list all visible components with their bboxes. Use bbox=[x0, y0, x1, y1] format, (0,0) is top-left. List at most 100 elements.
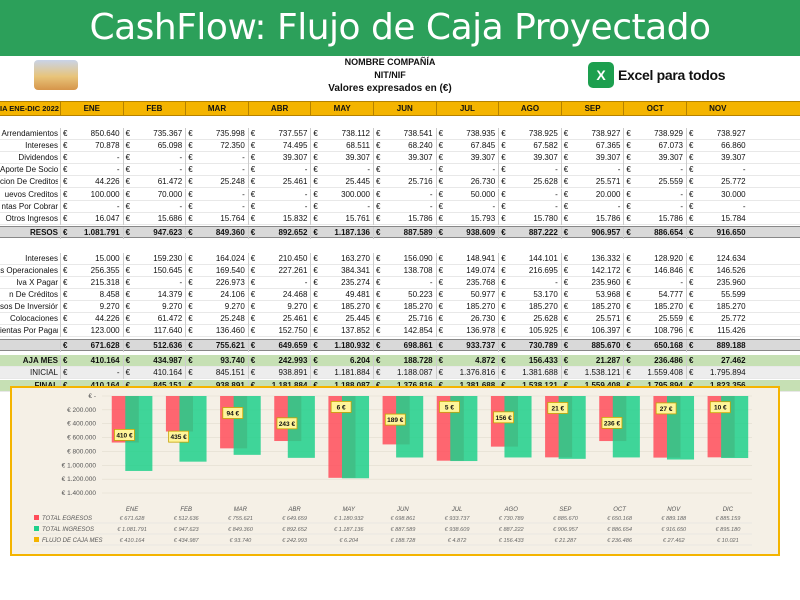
excel-brand-logo[interactable]: X Excel para todos bbox=[588, 60, 726, 90]
table-cell: € - bbox=[247, 188, 311, 201]
table-cell: €136.460 bbox=[185, 325, 248, 338]
currency-symbol: € bbox=[438, 201, 444, 211]
cell-value: 53.968 bbox=[595, 290, 621, 300]
cell-value: 105.925 bbox=[528, 326, 558, 336]
cell-value: 25.445 bbox=[345, 314, 370, 324]
cell-value: 66.860 bbox=[721, 141, 746, 151]
currency-symbol: € bbox=[188, 278, 193, 287]
currency-symbol: € bbox=[501, 213, 506, 223]
legend-value: € 1.187.136 bbox=[334, 527, 364, 533]
cell-value: - bbox=[617, 201, 621, 211]
table-cell: €39.307 bbox=[247, 152, 311, 165]
currency-symbol: € bbox=[63, 314, 68, 324]
currency-symbol: € bbox=[438, 314, 444, 324]
currency-symbol: € bbox=[626, 227, 631, 237]
row-label: Otros Ingresos bbox=[5, 213, 58, 223]
cell-value: - bbox=[555, 201, 558, 211]
currency-symbol: € bbox=[438, 213, 444, 223]
cell-value: 72.350 bbox=[220, 141, 245, 151]
currency-symbol: € bbox=[125, 165, 131, 175]
table-cell: € - bbox=[185, 200, 248, 213]
cell-value: 236.486 bbox=[654, 355, 683, 365]
cell-value: 235.960 bbox=[591, 278, 621, 287]
currency-symbol: € bbox=[250, 189, 256, 199]
currency-symbol: € bbox=[125, 278, 131, 287]
cell-value: 933.737 bbox=[466, 340, 496, 350]
table-cell: €738.541 bbox=[373, 128, 436, 140]
company-nit: NIT/NIF bbox=[374, 70, 406, 80]
row-label: ientas Por Pagar bbox=[0, 326, 58, 336]
table-cell: €25.248 bbox=[185, 313, 248, 326]
x-tick-label: NOV bbox=[667, 507, 681, 513]
table-cell: €108.796 bbox=[623, 325, 686, 338]
table-cell: €54.777 bbox=[623, 289, 686, 302]
cell-value: 887.589 bbox=[403, 227, 433, 237]
cell-value: - bbox=[242, 153, 245, 163]
cell-value: 39.307 bbox=[595, 153, 621, 163]
table-cell: € - bbox=[686, 164, 749, 177]
income-row: Intereses €70.878 €65.098 €72.350 €74.495 €68… bbox=[0, 140, 800, 153]
table-cell: €50.223 bbox=[373, 289, 436, 302]
cashflow-callout-box bbox=[222, 407, 244, 419]
cell-value: - bbox=[116, 153, 120, 163]
currency-symbol: € bbox=[689, 213, 694, 223]
table-cell: €300.000 bbox=[310, 188, 373, 201]
currency-symbol: € bbox=[188, 355, 193, 365]
y-tick-label: € - bbox=[88, 393, 96, 400]
cell-value: 1.559.408 bbox=[647, 368, 683, 377]
cell-value: 698.861 bbox=[403, 340, 433, 350]
cell-value: 68.240 bbox=[408, 141, 433, 151]
currency-symbol: € bbox=[313, 380, 318, 390]
currency-symbol: € bbox=[501, 314, 506, 324]
legend-value: € 156.433 bbox=[499, 538, 525, 544]
table-cell: €906.957 bbox=[560, 226, 624, 239]
cashflow-callout-label: 27 € bbox=[660, 406, 673, 413]
table-cell: €227.261 bbox=[247, 264, 311, 277]
currency-symbol: € bbox=[689, 153, 694, 163]
cashflow-callout-box bbox=[493, 411, 515, 424]
cell-value: - bbox=[492, 165, 496, 175]
expense-total-row: €671.628 €512.636 €755.621 €649.659 €1.180.9… bbox=[0, 338, 800, 352]
excel-brand-text: Excel para todos bbox=[618, 67, 726, 83]
month-header-ene: ENE bbox=[60, 102, 123, 115]
currency-symbol: € bbox=[438, 368, 444, 377]
currency-symbol: € bbox=[563, 177, 569, 187]
currency-symbol: € bbox=[563, 153, 569, 163]
cell-value: - bbox=[179, 201, 183, 211]
currency-symbol: € bbox=[63, 177, 68, 187]
table-cell: €25.772 bbox=[686, 176, 749, 189]
currency-symbol: € bbox=[313, 165, 318, 175]
table-cell: €146.846 bbox=[623, 264, 686, 277]
cell-value: 185.270 bbox=[528, 302, 558, 312]
cell-value: 100.000 bbox=[90, 189, 120, 199]
cell-value: 26.730 bbox=[470, 177, 496, 187]
cell-value: 410.164 bbox=[153, 368, 183, 377]
currency-symbol: € bbox=[188, 153, 193, 163]
table-cell: €25.559 bbox=[623, 313, 686, 326]
table-cell: € - bbox=[185, 188, 248, 201]
cell-value: 755.621 bbox=[215, 340, 245, 350]
currency-symbol: € bbox=[313, 265, 318, 275]
currency-symbol: € bbox=[438, 326, 444, 336]
table-cell: €1.795.894 bbox=[686, 367, 749, 379]
table-cell: €1.187.136 bbox=[310, 226, 373, 239]
table-cell: €235.960 bbox=[560, 277, 624, 289]
excel-icon: X bbox=[588, 62, 614, 88]
cell-value: - bbox=[429, 201, 433, 211]
expense-row: n De Créditos €8.458 €14.379 €24.106 €24.468… bbox=[0, 289, 800, 302]
currency-symbol: € bbox=[563, 201, 569, 211]
table-cell: €70.000 bbox=[122, 188, 186, 201]
x-tick-label: OCT bbox=[613, 507, 627, 513]
cell-value: 159.230 bbox=[153, 253, 183, 263]
table-cell: €25.571 bbox=[560, 176, 624, 189]
cell-value: 1.180.932 bbox=[334, 340, 370, 350]
table-cell: €1.559.408 bbox=[560, 379, 624, 392]
cell-value: 16.047 bbox=[95, 213, 120, 223]
currency-symbol: € bbox=[689, 129, 694, 138]
cell-value: 730.789 bbox=[528, 340, 558, 350]
currency-symbol: € bbox=[689, 368, 694, 377]
table-cell: € - bbox=[60, 152, 123, 165]
table-cell: €39.307 bbox=[560, 152, 624, 165]
cell-value: - bbox=[742, 165, 746, 175]
currency-symbol: € bbox=[438, 340, 444, 350]
